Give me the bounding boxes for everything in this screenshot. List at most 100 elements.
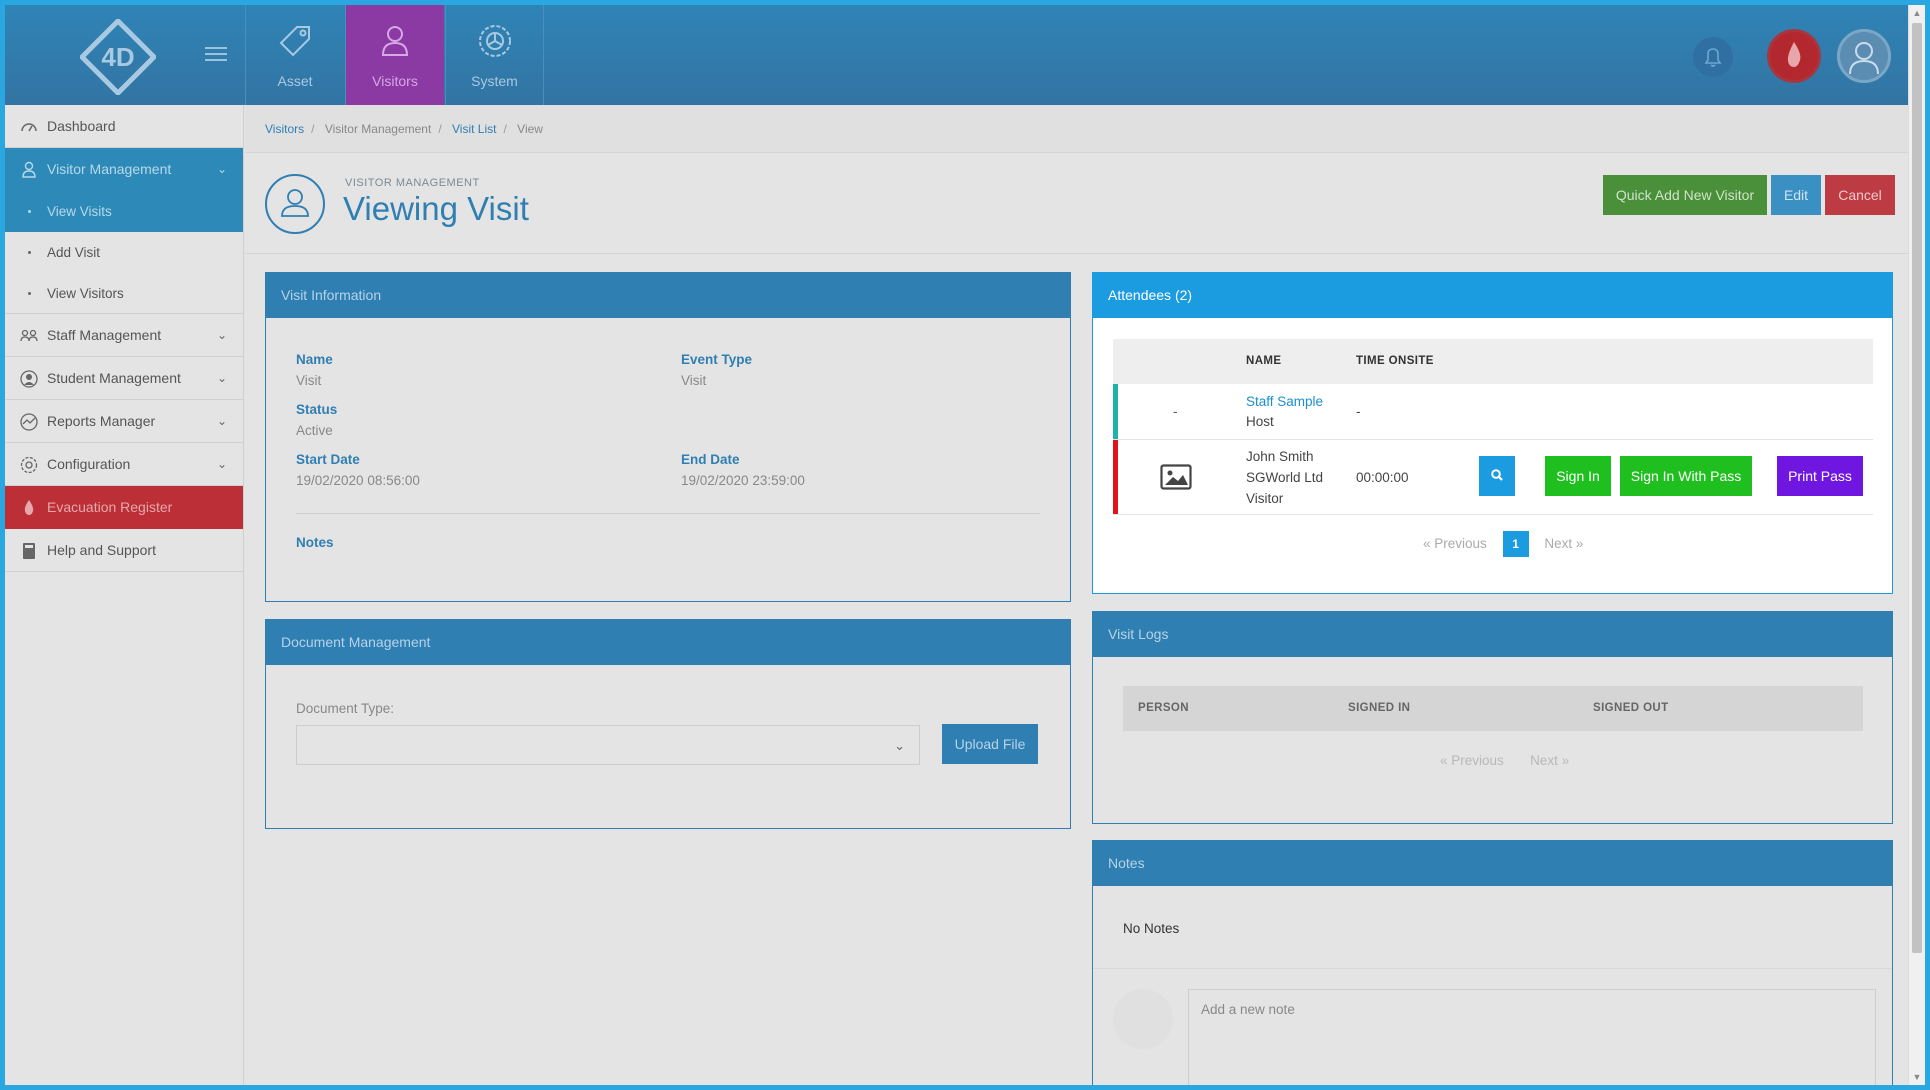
visit-logs-pagination: « Previous Next » xyxy=(1440,753,1569,768)
visit-logs-panel: Visit Logs PERSON SIGNED IN SIGNED OUT «… xyxy=(1092,611,1893,824)
notes-label: Notes xyxy=(296,535,334,550)
name-value: Visit xyxy=(296,373,322,388)
dashboard-icon xyxy=(21,123,37,132)
scroll-up-icon[interactable]: ▲ xyxy=(1912,8,1922,18)
event-type-value: Visit xyxy=(681,373,707,388)
tab-system[interactable]: System xyxy=(445,5,544,105)
search-button[interactable] xyxy=(1479,456,1515,496)
attendees-panel: Attendees (2) NAME TIME ONSITE - Staff S… xyxy=(1092,272,1893,594)
sidebar-item-help-and-support[interactable]: Help and Support xyxy=(5,529,243,572)
sidebar-item-visitor-management[interactable]: Visitor Management ⌄ xyxy=(5,148,243,191)
user-avatar[interactable] xyxy=(1837,29,1891,83)
sidebar-subitem-label: Add Visit xyxy=(47,245,101,260)
print-pass-button[interactable]: Print Pass xyxy=(1777,456,1863,496)
breadcrumb-link-visitors[interactable]: Visitors xyxy=(265,122,305,136)
start-date-label: Start Date xyxy=(296,452,360,467)
book-icon xyxy=(23,543,35,559)
flame-icon xyxy=(24,500,34,515)
gear-icon xyxy=(479,25,511,57)
pagination-previous[interactable]: « Previous xyxy=(1423,536,1487,551)
end-date-value: 19/02/2020 23:59:00 xyxy=(681,473,805,488)
sidebar-subitem-label: View Visits xyxy=(47,204,112,219)
quick-add-visitor-button[interactable]: Quick Add New Visitor xyxy=(1603,175,1767,215)
add-note-textarea[interactable]: Add a new note xyxy=(1188,989,1876,1085)
sidebar-subitem-add-visit[interactable]: Add Visit xyxy=(5,232,243,273)
pagination-previous[interactable]: « Previous xyxy=(1440,753,1504,768)
panel-heading: Notes xyxy=(1093,841,1892,886)
document-type-label: Document Type: xyxy=(296,701,395,716)
sidebar-subitem-view-visitors[interactable]: View Visitors xyxy=(5,273,243,314)
sidebar-item-label: Staff Management xyxy=(47,327,162,343)
sign-in-button[interactable]: Sign In xyxy=(1545,456,1611,496)
edit-button[interactable]: Edit xyxy=(1771,175,1821,215)
panel-heading: Visit Logs xyxy=(1093,612,1892,657)
chevron-down-icon: ⌄ xyxy=(216,414,227,428)
sidebar-item-label: Student Management xyxy=(47,370,181,386)
sidebar-item-dashboard[interactable]: Dashboard xyxy=(5,105,243,148)
evacuation-alert-button[interactable] xyxy=(1767,29,1821,83)
sidebar: Dashboard Visitor Management ⌄ View Visi… xyxy=(5,105,244,1085)
visit-information-panel: Visit Information Name Visit Event Type … xyxy=(265,272,1071,602)
sidebar-item-label: Help and Support xyxy=(47,542,156,558)
table-row: - Staff Sample Host - xyxy=(1113,384,1873,440)
svg-text:4D: 4D xyxy=(101,42,134,72)
pagination-previous-label: Previous xyxy=(1451,753,1504,768)
sidebar-item-staff-management[interactable]: Staff Management ⌄ xyxy=(5,314,243,357)
pagination-page-1[interactable]: 1 xyxy=(1502,531,1529,557)
breadcrumb: Visitors / Visitor Management / Visit List… xyxy=(245,105,1908,153)
tab-asset[interactable]: Asset xyxy=(245,5,344,105)
pagination-next[interactable]: Next » xyxy=(1544,536,1584,551)
menu-toggle-icon[interactable] xyxy=(205,47,227,63)
attendees-pagination: « Previous 1 Next » xyxy=(1423,531,1583,557)
attendee-name-link[interactable]: Staff Sample xyxy=(1246,394,1324,409)
pagination-previous-label: Previous xyxy=(1434,536,1487,551)
sidebar-item-label: Dashboard xyxy=(47,118,116,134)
sidebar-item-label: Visitor Management xyxy=(47,161,172,177)
photo-placeholder: - xyxy=(1173,404,1178,419)
breadcrumb-item: Visitor Management xyxy=(324,122,432,136)
avatar-icon xyxy=(1849,42,1879,75)
4d-logo[interactable]: 4D xyxy=(80,19,156,95)
scrollbar-thumb[interactable] xyxy=(1912,23,1922,953)
table-header: NAME TIME ONSITE xyxy=(1113,339,1873,384)
end-date-label: End Date xyxy=(681,452,740,467)
page-scrollbar[interactable]: ▲ ▼ xyxy=(1908,5,1925,1085)
panel-heading: Visit Information xyxy=(266,273,1070,318)
document-type-select[interactable]: ⌄ xyxy=(296,725,920,765)
gear-icon xyxy=(20,456,38,474)
sidebar-item-student-management[interactable]: Student Management ⌄ xyxy=(5,357,243,400)
time-onsite: 00:00:00 xyxy=(1356,470,1409,485)
sidebar-item-configuration[interactable]: Configuration ⌄ xyxy=(5,443,243,486)
user-icon xyxy=(22,161,36,178)
sign-in-with-pass-button[interactable]: Sign In With Pass xyxy=(1620,456,1752,496)
sidebar-item-reports-manager[interactable]: Reports Manager ⌄ xyxy=(5,400,243,443)
status-label: Status xyxy=(296,402,338,417)
pagination-next[interactable]: Next » xyxy=(1530,753,1570,768)
pagination-next-label: Next xyxy=(1530,753,1558,768)
panel-heading: Document Management xyxy=(266,620,1070,665)
event-type-label: Event Type xyxy=(681,352,753,367)
name-label: Name xyxy=(296,352,333,367)
scroll-down-icon[interactable]: ▼ xyxy=(1912,1072,1922,1082)
attendee-role: Host xyxy=(1246,414,1274,429)
search-icon xyxy=(1491,468,1503,481)
breadcrumb-item-current: View xyxy=(517,122,543,136)
breadcrumb-link-visit-list[interactable]: Visit List xyxy=(452,122,497,136)
avatar xyxy=(1113,989,1173,1049)
notifications-button[interactable] xyxy=(1693,37,1733,77)
top-bar: 4D Asset Visitors System xyxy=(5,5,1908,105)
upload-file-button[interactable]: Upload File xyxy=(942,724,1038,764)
chevron-down-icon: ⌄ xyxy=(216,371,227,385)
user-icon xyxy=(381,26,409,56)
sidebar-subitem-view-visits[interactable]: View Visits xyxy=(5,191,243,232)
cancel-button[interactable]: Cancel xyxy=(1825,175,1895,215)
time-onsite: - xyxy=(1356,404,1361,419)
tab-system-label: System xyxy=(471,73,518,89)
student-icon xyxy=(20,370,38,388)
sidebar-item-evacuation-register[interactable]: Evacuation Register xyxy=(5,486,243,529)
document-management-panel: Document Management Document Type: ⌄ Upl… xyxy=(265,619,1071,829)
column-header-person: PERSON xyxy=(1138,702,1189,714)
tab-asset-label: Asset xyxy=(277,73,313,89)
tab-visitors[interactable]: Visitors xyxy=(345,5,444,105)
sidebar-subitem-label: View Visitors xyxy=(47,286,124,301)
